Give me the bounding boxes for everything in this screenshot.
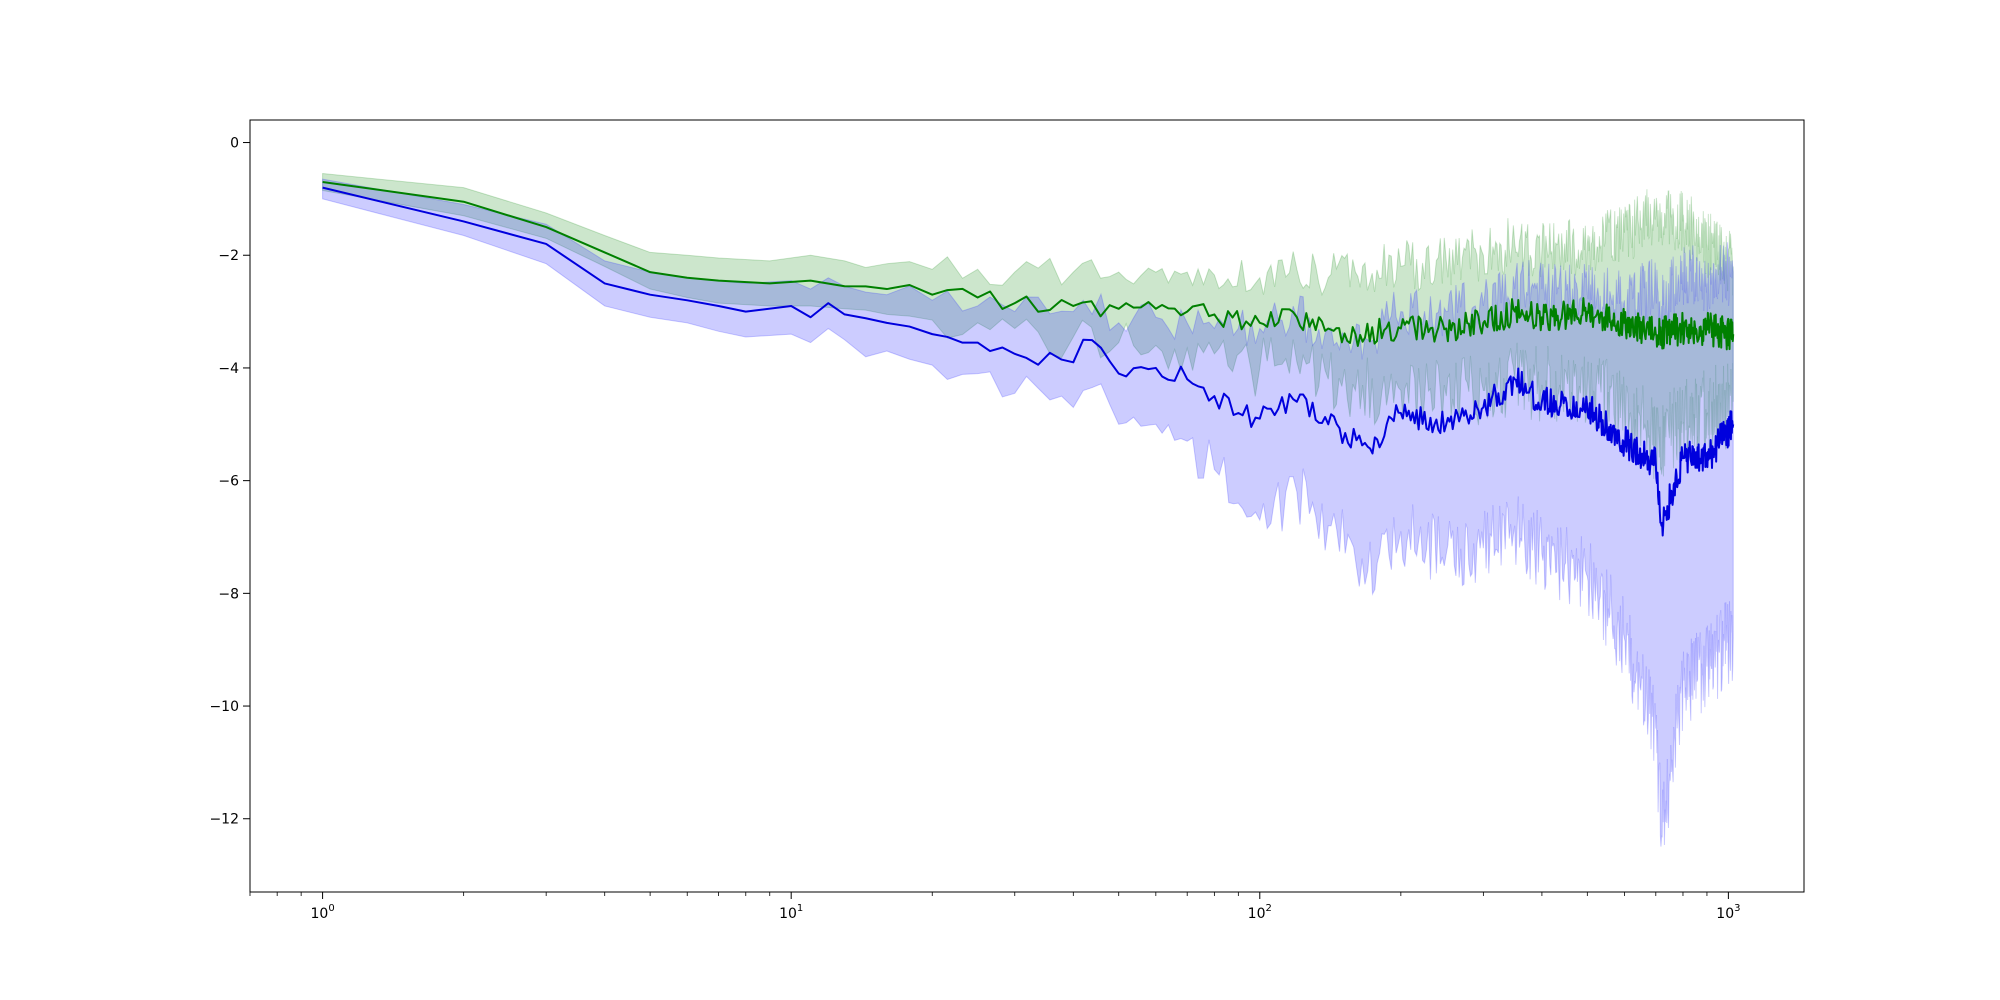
x-tick-label-1: 101: [779, 903, 803, 922]
y-tick-label-5: −10: [209, 699, 239, 715]
y-tick-label-4: −8: [218, 586, 239, 602]
series-2-band: [322, 178, 1734, 847]
y-axis: 0 −2 −4 −6 −8 −10 −12: [209, 136, 250, 828]
x-axis: 100 101 102 103: [249, 892, 1740, 922]
series-lines: [322, 180, 1735, 537]
series-1-line: [322, 180, 1735, 351]
x-tick-label-0: 100: [310, 903, 334, 922]
y-tick-label-6: −12: [209, 812, 239, 828]
y-tick-label-2: −4: [218, 361, 239, 377]
x-tick-label-2: 102: [1248, 903, 1272, 922]
y-tick-label-0: 0: [230, 136, 239, 152]
y-tick-label-3: −6: [218, 474, 239, 490]
y-tick-label-1: −2: [218, 248, 239, 264]
series-2-line: [322, 186, 1735, 537]
confidence-bands: [322, 172, 1734, 847]
plot-frame: [249, 119, 1805, 893]
x-tick-label-3: 103: [1716, 903, 1740, 922]
series-1-band: [322, 172, 1734, 479]
plot-background: [250, 120, 1804, 892]
